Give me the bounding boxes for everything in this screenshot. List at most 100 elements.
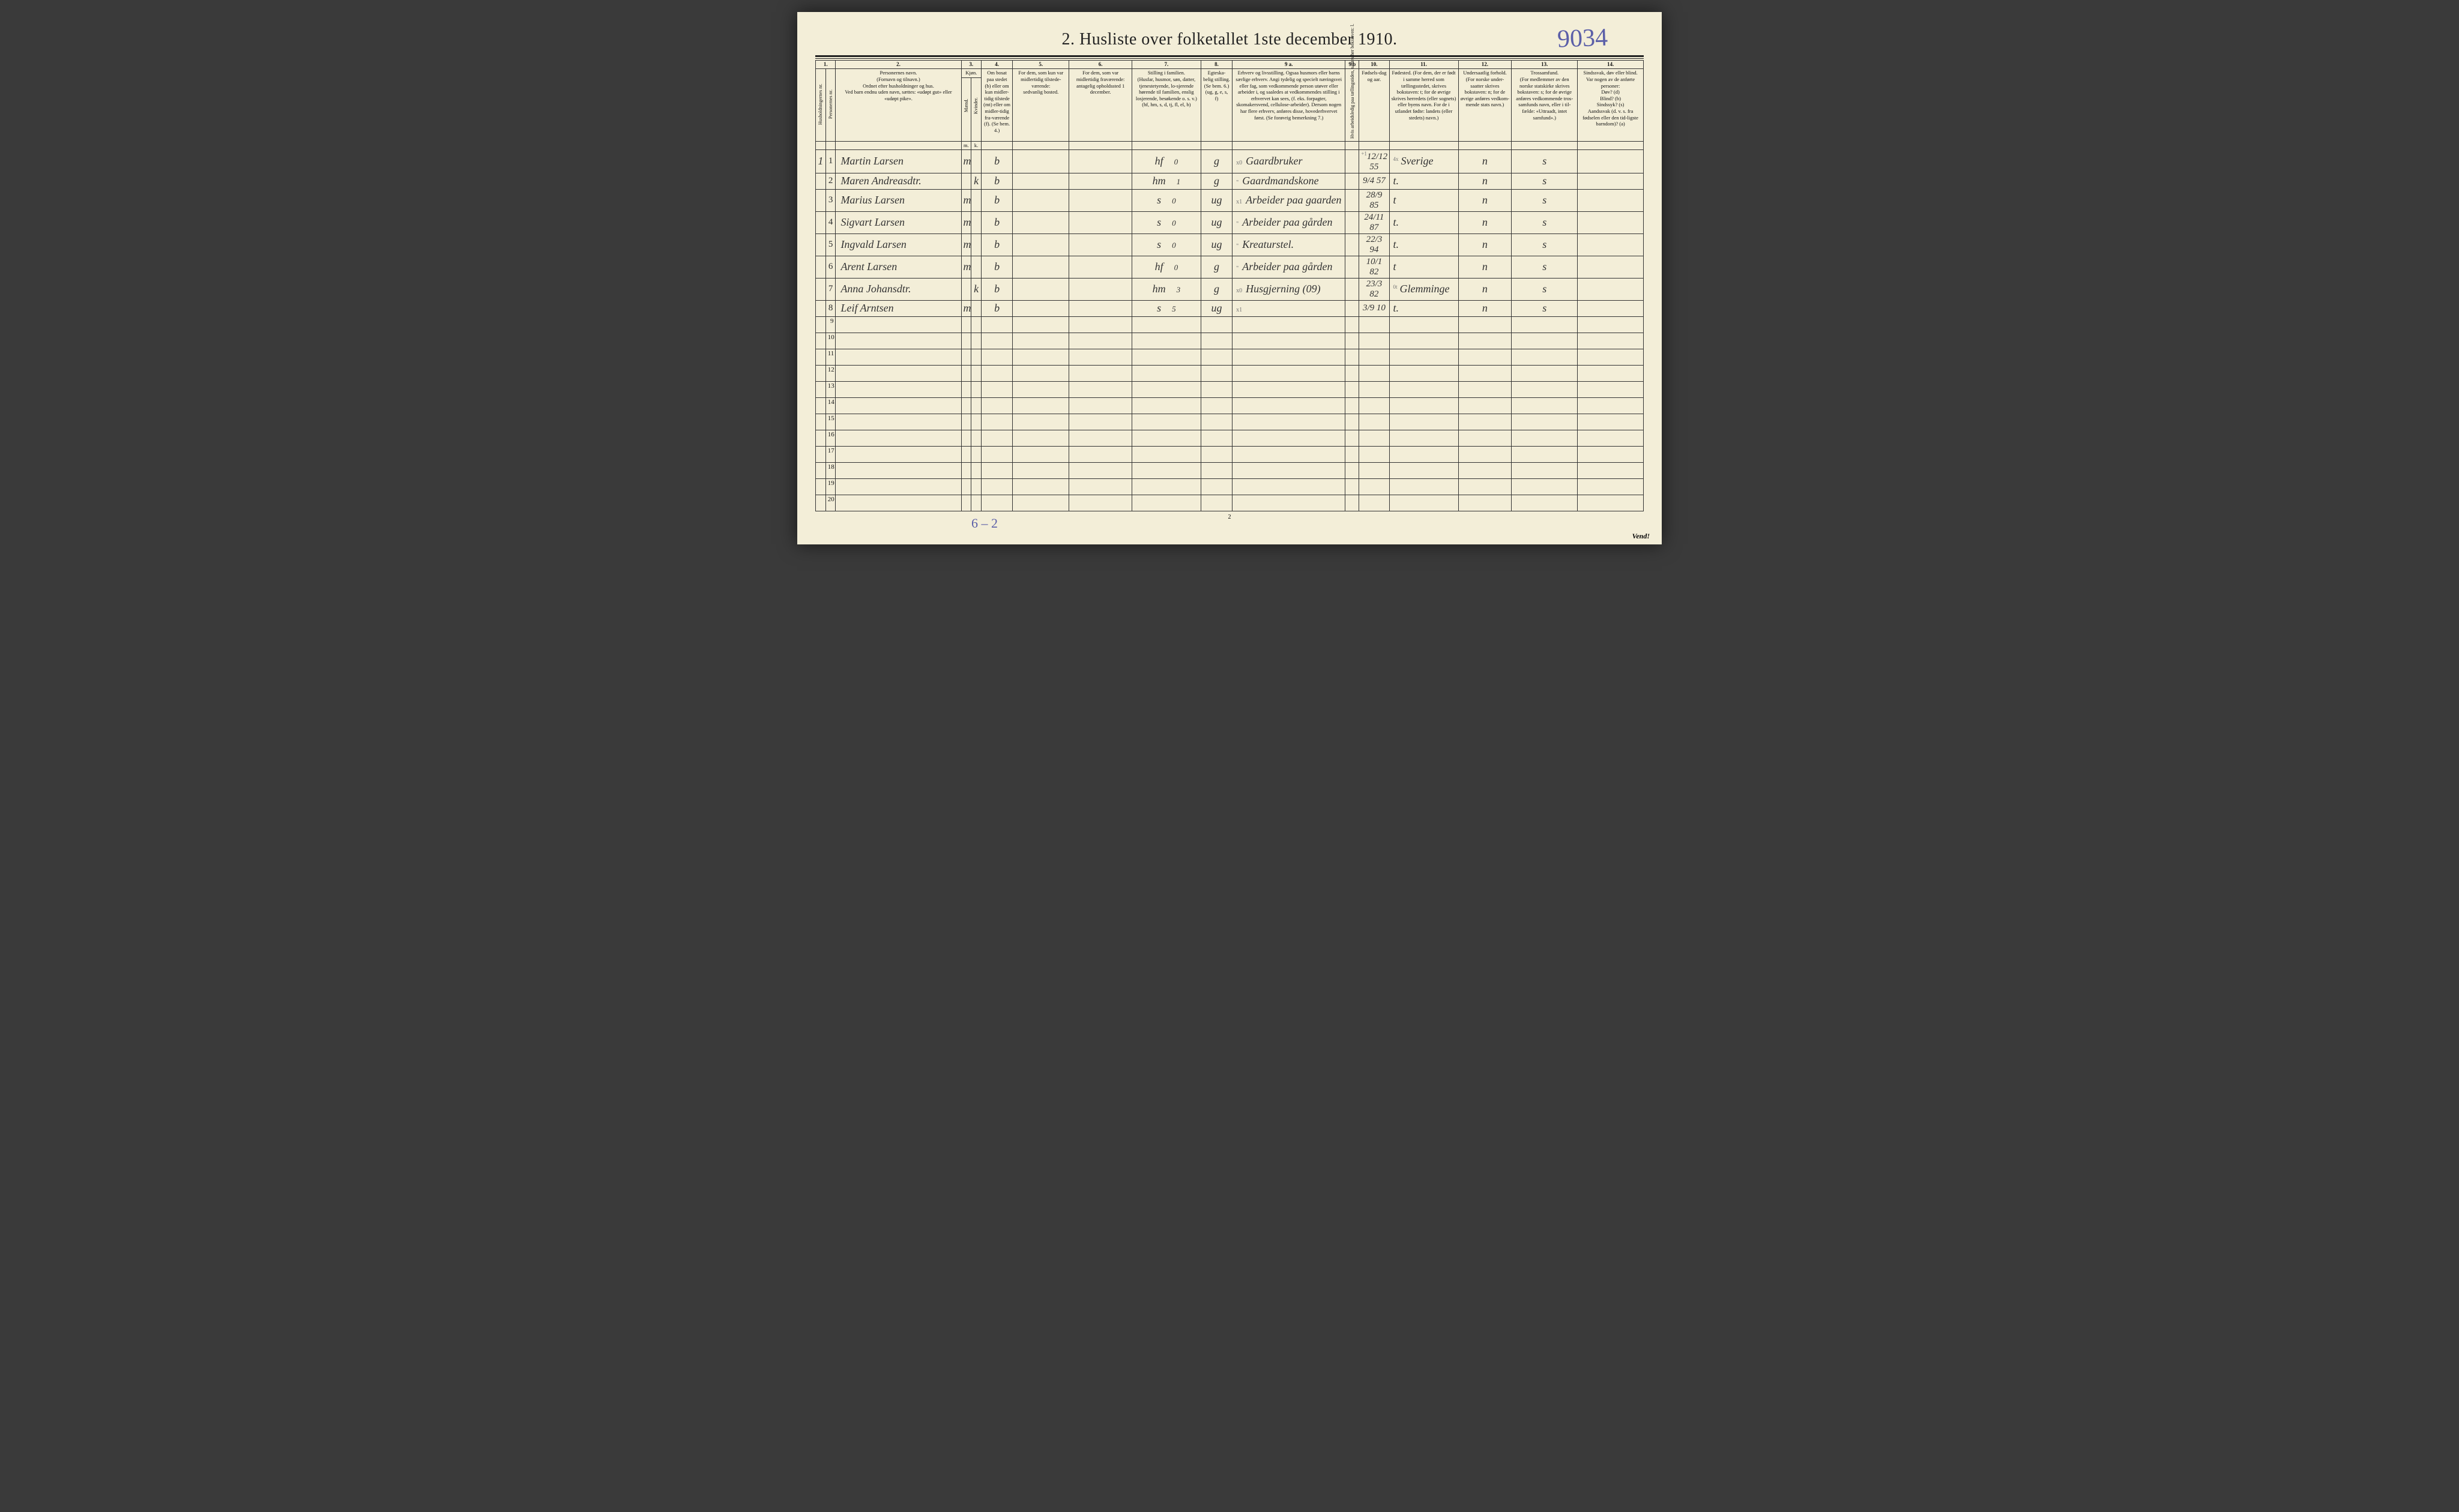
cell-hush bbox=[816, 349, 826, 365]
cell-undersaat: n bbox=[1458, 233, 1512, 256]
cell-fodested: 0tGlemminge bbox=[1389, 278, 1458, 300]
page-title: 2. Husliste over folketallet 1ste decemb… bbox=[1062, 30, 1398, 49]
table-row-empty: 12 bbox=[816, 365, 1644, 381]
cell-empty bbox=[1359, 414, 1389, 430]
cell-empty bbox=[1512, 446, 1578, 462]
cell-sindssvak bbox=[1578, 300, 1644, 316]
cell-empty bbox=[1578, 381, 1644, 397]
cell-sindssvak bbox=[1578, 189, 1644, 211]
cell-empty bbox=[1132, 316, 1201, 333]
cell-hush bbox=[816, 173, 826, 189]
cell-empty bbox=[1458, 397, 1512, 414]
cell-sex-m bbox=[961, 278, 971, 300]
cell-empty bbox=[1512, 462, 1578, 478]
mk-blank11 bbox=[1359, 141, 1389, 149]
cell-empty bbox=[971, 495, 982, 511]
cell-empty bbox=[1233, 381, 1345, 397]
cell-empty bbox=[1458, 430, 1512, 446]
head-12: Undersaatlig forhold. (For norske under-… bbox=[1458, 69, 1512, 142]
cell-empty bbox=[971, 365, 982, 381]
table-head: 1. 2. 3. 4. 5. 6. 7. 8. 9 a. 9 b 10. 11.… bbox=[816, 61, 1644, 150]
cell-fodested: t. bbox=[1389, 300, 1458, 316]
cell-egt: g bbox=[1201, 173, 1232, 189]
cell-empty bbox=[1132, 430, 1201, 446]
cell-empty bbox=[836, 316, 961, 333]
cell-sex-m: m bbox=[961, 300, 971, 316]
cell-sex-m: m bbox=[961, 189, 971, 211]
cell-person-num: 15 bbox=[825, 414, 836, 430]
cell-undersaat: n bbox=[1458, 189, 1512, 211]
cell-fodselsdag: 28/9 85 bbox=[1359, 189, 1389, 211]
cell-undersaat: n bbox=[1458, 300, 1512, 316]
head-kjon: Kjøn. bbox=[961, 69, 981, 78]
cell-empty bbox=[1578, 478, 1644, 495]
cell-person-num: 7 bbox=[825, 278, 836, 300]
cell-name: Anna Johansdtr. bbox=[836, 278, 961, 300]
head-mand-label: Mænd. bbox=[964, 79, 970, 133]
cell-empty bbox=[1201, 365, 1232, 381]
cell-empty bbox=[981, 495, 1012, 511]
cell-5 bbox=[1013, 256, 1069, 278]
cell-9b bbox=[1345, 278, 1359, 300]
colnum-3: 3. bbox=[961, 61, 981, 69]
cell-5 bbox=[1013, 149, 1069, 173]
cell-egt: ug bbox=[1201, 211, 1232, 233]
head-9b: Hvis arbeidsledig paa tællingstiden, sæt… bbox=[1345, 69, 1359, 142]
cell-6 bbox=[1069, 211, 1132, 233]
cell-empty bbox=[981, 478, 1012, 495]
cell-empty bbox=[1069, 365, 1132, 381]
cell-empty bbox=[961, 333, 971, 349]
cell-empty bbox=[1512, 397, 1578, 414]
cell-empty bbox=[1233, 430, 1345, 446]
cell-empty bbox=[981, 462, 1012, 478]
cell-bosat: b bbox=[981, 233, 1012, 256]
cell-empty bbox=[1013, 381, 1069, 397]
mk-blank12 bbox=[1389, 141, 1458, 149]
cell-name: Marius Larsen bbox=[836, 189, 961, 211]
cell-empty bbox=[1458, 365, 1512, 381]
cell-empty bbox=[1069, 316, 1132, 333]
cell-bosat: b bbox=[981, 149, 1012, 173]
cell-empty bbox=[981, 365, 1012, 381]
cell-empty bbox=[971, 414, 982, 430]
cell-empty bbox=[1013, 365, 1069, 381]
cell-egt: ug bbox=[1201, 233, 1232, 256]
cell-hush bbox=[816, 211, 826, 233]
cell-empty bbox=[1389, 462, 1458, 478]
cell-empty bbox=[1132, 446, 1201, 462]
table-row-empty: 16 bbox=[816, 430, 1644, 446]
cell-empty bbox=[1389, 316, 1458, 333]
cell-empty bbox=[1233, 446, 1345, 462]
cell-person-num: 6 bbox=[825, 256, 836, 278]
table-row-empty: 13 bbox=[816, 381, 1644, 397]
cell-empty bbox=[1069, 397, 1132, 414]
handwritten-id: 9034 bbox=[1557, 23, 1608, 54]
mk-blank4 bbox=[981, 141, 1012, 149]
cell-empty bbox=[1512, 414, 1578, 430]
cell-person-num: 12 bbox=[825, 365, 836, 381]
cell-hush: 1 bbox=[816, 149, 826, 173]
cell-5 bbox=[1013, 233, 1069, 256]
cell-empty bbox=[1132, 478, 1201, 495]
cell-empty bbox=[836, 365, 961, 381]
colnum-2: 2. bbox=[836, 61, 961, 69]
cell-empty bbox=[1201, 430, 1232, 446]
cell-empty bbox=[1345, 316, 1359, 333]
cell-fodested: t. bbox=[1389, 173, 1458, 189]
cell-empty bbox=[971, 446, 982, 462]
cell-sex-k bbox=[971, 256, 982, 278]
cell-sex-m: m bbox=[961, 233, 971, 256]
cell-name: Ingvald Larsen bbox=[836, 233, 961, 256]
cell-family: s0 bbox=[1132, 233, 1201, 256]
cell-empty bbox=[1013, 397, 1069, 414]
cell-empty bbox=[1389, 495, 1458, 511]
cell-empty bbox=[1345, 430, 1359, 446]
cell-empty bbox=[1345, 333, 1359, 349]
cell-empty bbox=[1201, 381, 1232, 397]
head-name: Personernes navn. (Fornavn og tilnavn.) … bbox=[836, 69, 961, 142]
cell-empty bbox=[1578, 430, 1644, 446]
cell-empty bbox=[1512, 381, 1578, 397]
cell-family: hf0 bbox=[1132, 149, 1201, 173]
cell-fodested: t bbox=[1389, 256, 1458, 278]
cell-empty bbox=[1458, 462, 1512, 478]
